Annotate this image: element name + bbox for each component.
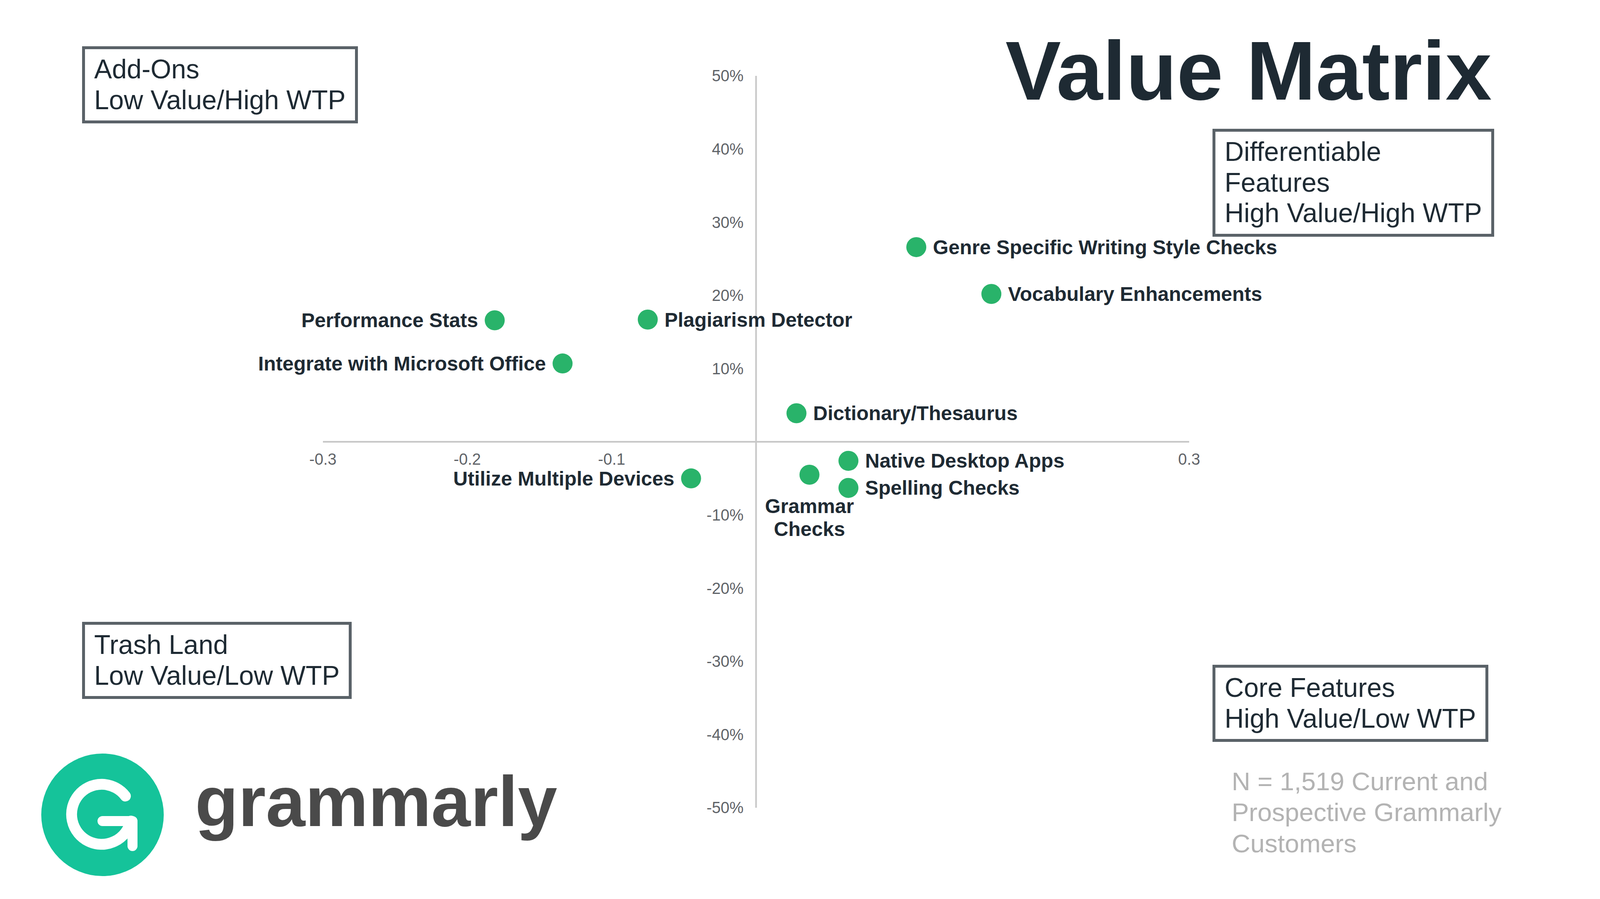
svg-text:Performance Stats: Performance Stats [301,309,478,332]
svg-text:Genre Specific Writing Style C: Genre Specific Writing Style Checks [932,236,1278,259]
html-text:Differentiable Features: Differentiable Features [1224,136,1382,198]
svg-text:Plagiarism Detector: Plagiarism Detector [664,308,853,331]
html-text:High Value/Low WTP: High Value/Low WTP [1224,703,1477,734]
svg-text:50%: 50% [711,67,744,85]
svg-text:-20%: -20% [706,579,744,598]
svg-text:-40%: -40% [706,725,744,744]
svg-text:30%: 30% [711,213,744,232]
svg-text:10%: 10% [711,360,744,378]
html-text:Low Value/High WTP: Low Value/High WTP [94,84,346,115]
svg-text:Dictionary/Thesaurus: Dictionary/Thesaurus [813,402,1018,425]
html-text:Low Value/Low WTP: Low Value/Low WTP [94,660,340,691]
svg-text:-30%: -30% [706,652,744,670]
svg-text:GrammarChecks: GrammarChecks [765,495,854,540]
svg-text:-0.1: -0.1 [597,450,625,468]
html-text:Trash Land: Trash Land [94,629,229,660]
svg-text:Utilize Multiple Devices: Utilize Multiple Devices [453,467,675,490]
svg-text:-0.3: -0.3 [309,450,337,468]
html-text:Value Matrix: Value Matrix [1005,24,1492,118]
svg-text:Native Desktop Apps: Native Desktop Apps [865,449,1065,472]
svg-text:20%: 20% [711,286,744,305]
svg-text:-50%: -50% [706,798,744,817]
svg-text:Integrate with Microsoft Offic: Integrate with Microsoft Office [257,352,546,375]
html-text:Add-Ons: Add-Ons [94,54,200,85]
svg-text:-0.2: -0.2 [453,450,481,468]
svg-text:0.3: 0.3 [1178,450,1201,468]
svg-text:Spelling Checks: Spelling Checks [865,476,1020,499]
html-text:grammarly: grammarly [195,761,558,841]
html-text:Core Features: Core Features [1224,672,1396,703]
svg-text:Vocabulary Enhancements: Vocabulary Enhancements [1007,282,1263,305]
svg-text:-10%: -10% [706,506,744,524]
html-text:High Value/High WTP: High Value/High WTP [1224,198,1482,228]
svg-text:40%: 40% [711,140,744,158]
html-text:N = 1,519 Current and Prospect: N = 1,519 Current and Prospective Gramma… [1231,766,1502,858]
